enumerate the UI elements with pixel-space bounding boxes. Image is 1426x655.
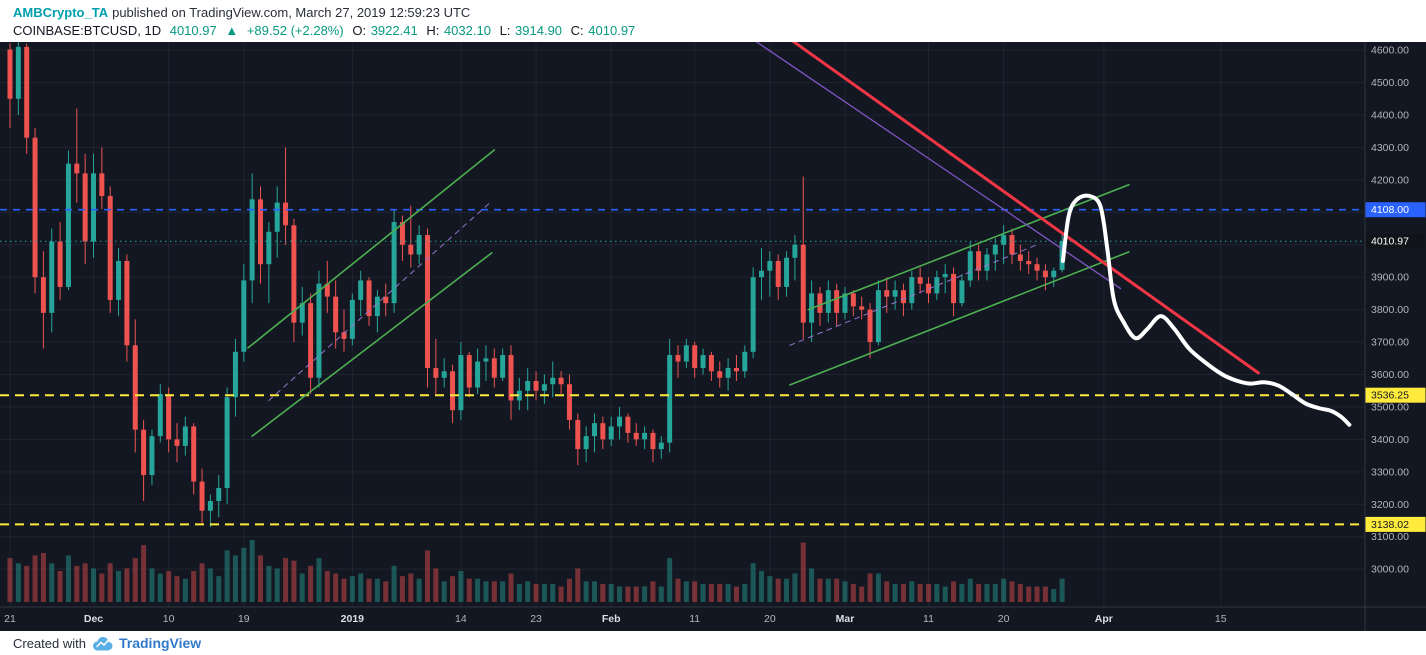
svg-text:4010.97: 4010.97 — [1371, 236, 1409, 248]
midline-mar-dashed — [789, 244, 1038, 346]
svg-text:Dec: Dec — [84, 613, 103, 625]
white-projection-path — [1060, 193, 1352, 427]
svg-text:11: 11 — [923, 613, 934, 625]
svg-text:4300.00: 4300.00 — [1371, 142, 1409, 154]
svg-text:15: 15 — [1215, 613, 1227, 625]
svg-text:14: 14 — [455, 613, 467, 625]
svg-text:3800.00: 3800.00 — [1371, 304, 1409, 316]
trendlines — [247, 42, 1260, 437]
svg-text:20: 20 — [764, 613, 776, 625]
price-label-box-4010.97 — [1365, 233, 1426, 249]
svg-text:Mar: Mar — [836, 613, 855, 625]
price-axis: 4600.004500.004400.004300.004200.004100.… — [0, 42, 1426, 631]
chart-svg[interactable]: 4600.004500.004400.004300.004200.004100.… — [0, 42, 1426, 631]
price-label-box-3536.25 — [1365, 387, 1426, 403]
svg-text:4200.00: 4200.00 — [1371, 174, 1409, 186]
attribution-line: AMBCrypto_TA published on TradingView.com… — [13, 5, 1426, 21]
svg-text:Feb: Feb — [602, 613, 621, 625]
footer: Created with TradingView — [0, 631, 1426, 655]
price-label-box-4108.00 — [1365, 202, 1426, 218]
channel-dec-jan-upper — [247, 149, 496, 349]
svg-text:3500.00: 3500.00 — [1371, 401, 1409, 413]
published-text: published on TradingView.com, March 27, … — [112, 5, 471, 20]
svg-text:4400.00: 4400.00 — [1371, 109, 1409, 121]
svg-text:10: 10 — [163, 613, 175, 625]
channel-mar-lower — [789, 251, 1130, 386]
high-label: H: — [426, 23, 440, 38]
low-label: L: — [499, 23, 511, 38]
svg-text:3600.00: 3600.00 — [1371, 369, 1409, 381]
close-label: C: — [570, 23, 584, 38]
symbol-ohlc-line: COINBASE:BTCUSD, 1D 4010.97 ▲ +89.52 (+2… — [13, 22, 1426, 39]
svg-text:3200.00: 3200.00 — [1371, 499, 1409, 511]
tradingview-wordmark[interactable]: TradingView — [118, 635, 202, 651]
svg-text:3300.00: 3300.00 — [1371, 466, 1409, 478]
channel-mar-upper — [807, 183, 1130, 311]
low-value: 3914.90 — [515, 23, 563, 38]
svg-text:4108.00: 4108.00 — [1371, 204, 1409, 216]
svg-text:20: 20 — [998, 613, 1010, 625]
volume-bars — [7, 540, 1065, 602]
svg-text:3536.25: 3536.25 — [1371, 390, 1409, 402]
svg-text:3138.02: 3138.02 — [1371, 519, 1409, 531]
time-axis: 21 Dec 10 19 2019 14 23 Feb 11 20 Mar 11 20 Apr 15 — [4, 613, 1227, 625]
svg-text:11: 11 — [689, 613, 700, 625]
created-with-text: Created with — [13, 635, 86, 651]
chart-canvas[interactable]: 4600.004500.004400.004300.004200.004100.… — [0, 42, 1426, 631]
projection-curve — [1060, 193, 1352, 427]
svg-text:4600.00: 4600.00 — [1371, 45, 1409, 57]
downtrend-red — [791, 42, 1260, 375]
symbol-interval: COINBASE:BTCUSD, 1D — [13, 23, 162, 38]
svg-text:19: 19 — [238, 613, 250, 625]
downtrend-purple — [755, 42, 1122, 290]
price-change: +89.52 (+2.28%) — [246, 23, 344, 38]
chart-background — [0, 42, 1426, 631]
svg-text:3000.00: 3000.00 — [1371, 564, 1409, 576]
price-label-box-3138.02 — [1365, 516, 1426, 532]
header: AMBCrypto_TA published on TradingView.com… — [0, 0, 1426, 42]
svg-text:23: 23 — [530, 613, 542, 625]
svg-text:Apr: Apr — [1095, 613, 1113, 625]
channel-dec-jan-lower — [251, 252, 493, 437]
svg-text:21: 21 — [4, 613, 16, 625]
svg-text:2019: 2019 — [341, 613, 365, 625]
open-label: O: — [352, 23, 367, 38]
high-value: 4032.10 — [443, 23, 491, 38]
up-arrow-icon: ▲ — [225, 23, 239, 38]
svg-text:3900.00: 3900.00 — [1371, 272, 1409, 284]
tradingview-cloud-icon[interactable] — [92, 636, 113, 651]
horizontal-levels — [0, 208, 1365, 526]
close-value: 4010.97 — [588, 23, 636, 38]
open-value: 3922.41 — [370, 23, 418, 38]
author-link[interactable]: AMBCrypto_TA — [13, 5, 109, 20]
svg-text:3700.00: 3700.00 — [1371, 337, 1409, 349]
last-price: 4010.97 — [169, 23, 217, 38]
svg-text:3100.00: 3100.00 — [1371, 531, 1409, 543]
svg-text:4500.00: 4500.00 — [1371, 77, 1409, 89]
svg-text:3400.00: 3400.00 — [1371, 434, 1409, 446]
